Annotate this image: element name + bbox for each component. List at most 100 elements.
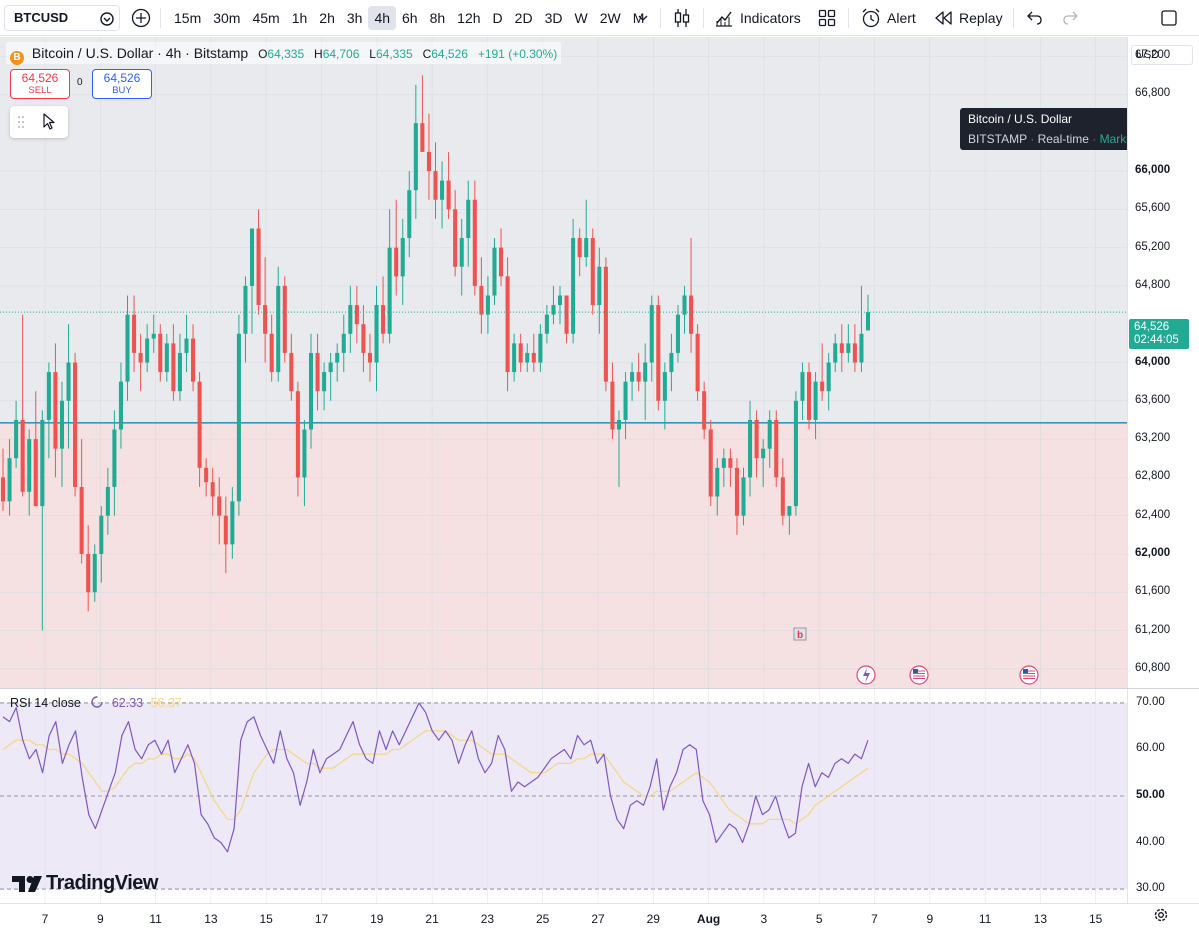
candle-body	[34, 439, 38, 506]
alert-icon[interactable]	[860, 7, 882, 29]
currency-selector[interactable]: USD	[1131, 45, 1193, 65]
candle-body	[781, 477, 785, 515]
replay-icon[interactable]	[934, 10, 954, 26]
candle-body	[722, 458, 726, 468]
candle-body	[715, 468, 719, 497]
symbol-name: BTCUSD	[14, 6, 68, 30]
price-pane[interactable]: b	[0, 37, 1127, 688]
add-symbol-icon[interactable]	[131, 8, 151, 28]
candle-body	[447, 181, 451, 210]
drag-handle-icon[interactable]	[17, 115, 25, 129]
candlestick-chart[interactable]: b	[0, 37, 1127, 688]
interval-d[interactable]: D	[487, 6, 509, 30]
interval-2d[interactable]: 2D	[509, 6, 539, 30]
interval-12h[interactable]: 12h	[451, 6, 486, 30]
candle-body	[859, 334, 863, 363]
price-scale[interactable]: 67,200 66,800 66,000 65,600 65,200 64,800 64,0…	[1127, 37, 1199, 688]
interval-dropdown-icon[interactable]	[636, 11, 650, 25]
candle-body	[512, 343, 516, 372]
rsi-tick-label: 30.00	[1136, 882, 1165, 894]
indicators-icon[interactable]	[714, 8, 734, 28]
toolbar-separator	[660, 8, 661, 28]
candle-body	[243, 286, 247, 334]
interval-8h[interactable]: 8h	[424, 6, 452, 30]
candle-body	[532, 353, 536, 363]
redo-icon[interactable]	[1061, 10, 1079, 26]
rsi-tick-label: 70.00	[1136, 696, 1165, 708]
candle-body	[768, 420, 772, 449]
rsi-refresh-icon[interactable]	[90, 695, 104, 709]
drawing-cursor-toolbar[interactable]	[10, 106, 68, 138]
symbol-compare-icon[interactable]	[99, 11, 115, 27]
price-tick-label: 60,800	[1135, 662, 1170, 674]
candle-body	[204, 468, 208, 482]
rsi-ma-value: 56.37	[151, 696, 182, 710]
indicators-button[interactable]: Indicators	[740, 6, 801, 30]
candle-body	[728, 458, 732, 468]
candle-body	[368, 353, 372, 363]
time-tick-label: 21	[425, 912, 438, 926]
candle-body	[492, 248, 496, 296]
candle-body	[755, 420, 759, 458]
rsi-tick-label: 40.00	[1136, 836, 1165, 848]
rsi-scale[interactable]: 70.00 60.00 50.00 40.00 30.00	[1127, 689, 1199, 903]
candle-body	[211, 482, 215, 496]
tooltip-title: Bitcoin / U.S. Dollar	[968, 112, 1072, 126]
candle-body	[696, 334, 700, 391]
legend-close-key: C	[423, 47, 432, 61]
cursor-arrow-icon[interactable]	[42, 113, 56, 131]
candle-body	[407, 190, 411, 238]
tradingview-logo-icon	[12, 876, 42, 892]
candle-body	[702, 391, 706, 429]
candle-body	[689, 295, 693, 333]
toolbar-separator	[1013, 8, 1014, 28]
candle-body	[361, 324, 365, 353]
candle-body	[184, 339, 188, 353]
sell-button[interactable]: 64,526 SELL	[10, 69, 70, 99]
chart-type-icon[interactable]	[672, 7, 692, 29]
buy-button[interactable]: 64,526 BUY	[92, 69, 152, 99]
candle-body	[506, 276, 510, 372]
candle-body	[787, 506, 791, 516]
layouts-icon[interactable]	[818, 9, 836, 27]
settings-gear-icon[interactable]	[1152, 906, 1170, 924]
candle-body	[545, 315, 549, 334]
interval-2h[interactable]: 2h	[313, 6, 341, 30]
interval-45m[interactable]: 45m	[246, 6, 285, 30]
legend-title[interactable]: Bitcoin / U.S. Dollar · 4h · Bitstamp	[32, 45, 248, 61]
alert-button[interactable]: Alert	[887, 6, 916, 30]
price-tick-label: 64,800	[1135, 279, 1170, 291]
interval-2w[interactable]: 2W	[594, 6, 627, 30]
candle-body	[21, 420, 25, 492]
symbol-search-box[interactable]: BTCUSD	[4, 5, 120, 31]
interval-w[interactable]: W	[568, 6, 593, 30]
time-axis[interactable]: 7 9 11 13 15 17 19 21 23 25 27 29 Aug 3 5 7 9 11 13 15	[0, 903, 1199, 936]
interval-4h[interactable]: 4h	[368, 6, 396, 30]
watermark-text: TradingView	[46, 872, 158, 894]
fullscreen-icon[interactable]	[1160, 9, 1178, 27]
candle-body	[388, 248, 392, 334]
rsi-legend[interactable]: RSI 14 close 62.33 56.37	[10, 694, 182, 712]
interval-1h[interactable]: 1h	[286, 6, 314, 30]
rsi-pane[interactable]	[0, 689, 1127, 903]
interval-30m[interactable]: 30m	[207, 6, 246, 30]
interval-3d[interactable]: 3D	[539, 6, 569, 30]
candle-body	[80, 487, 84, 554]
candle-body	[571, 238, 575, 334]
rsi-chart[interactable]	[0, 689, 1127, 903]
price-tick-label: 62,000	[1135, 547, 1170, 559]
legend-low-value: 64,335	[376, 47, 413, 61]
interval-3h[interactable]: 3h	[341, 6, 369, 30]
candle-body	[355, 305, 359, 324]
chart-legend: B Bitcoin / U.S. Dollar · 4h · Bitstamp …	[6, 42, 561, 64]
undo-icon[interactable]	[1026, 10, 1044, 26]
candle-body	[106, 487, 110, 516]
interval-6h[interactable]: 6h	[396, 6, 424, 30]
candle-body	[794, 401, 798, 506]
candle-body	[322, 372, 326, 391]
candle-body	[866, 312, 870, 330]
interval-15m[interactable]: 15m	[168, 6, 207, 30]
candle-body	[401, 238, 405, 276]
candle-body	[237, 334, 241, 502]
replay-button[interactable]: Replay	[959, 6, 1003, 30]
